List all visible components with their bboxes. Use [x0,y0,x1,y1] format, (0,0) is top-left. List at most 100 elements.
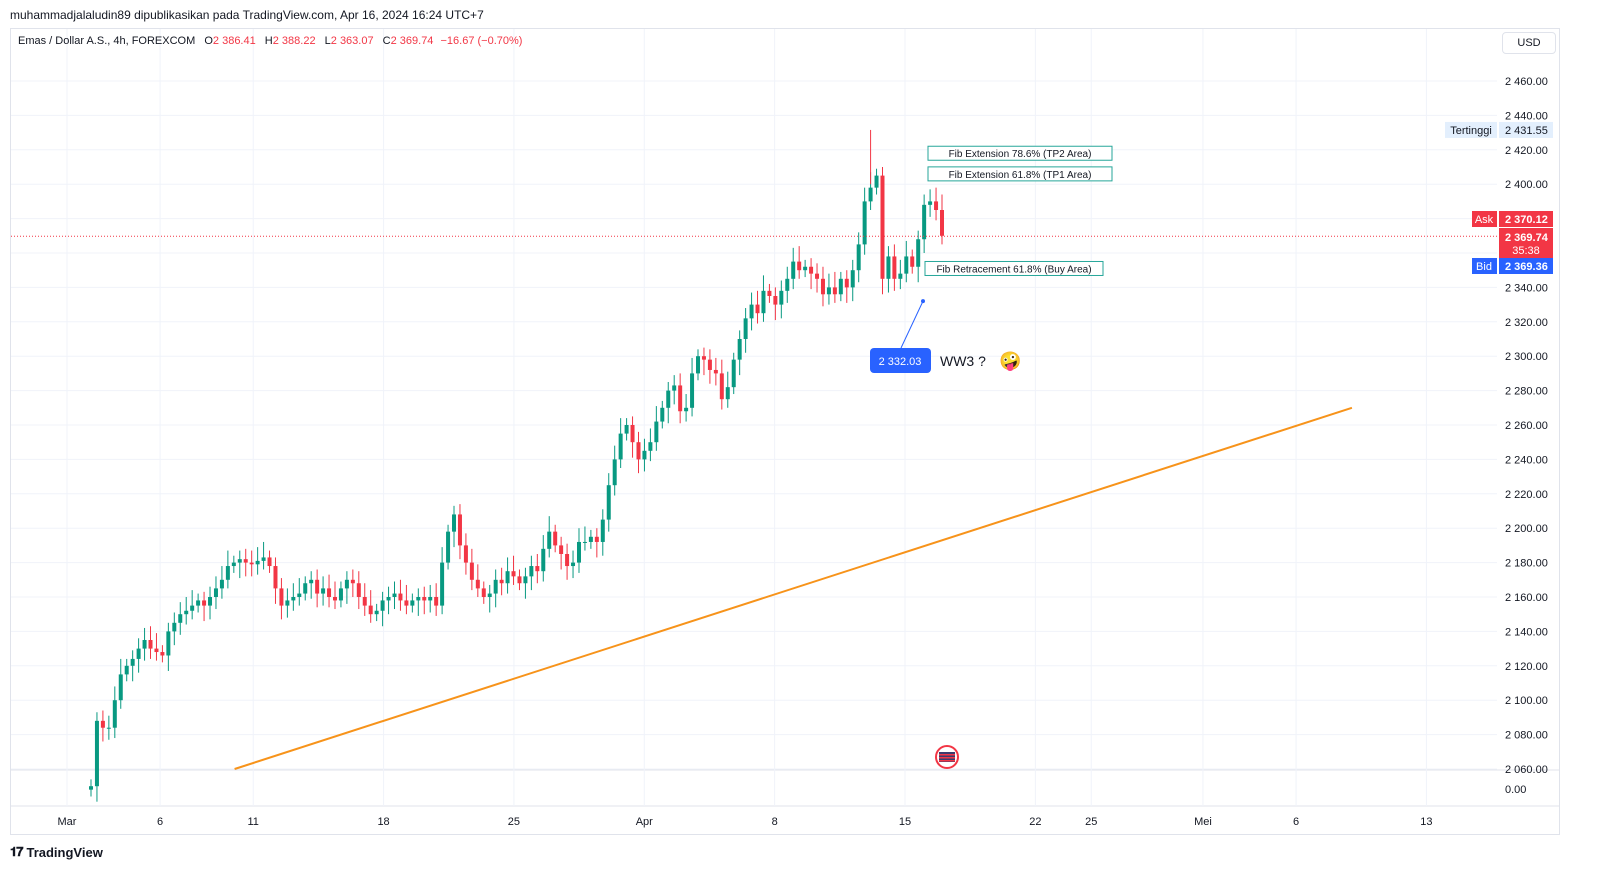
candle-body [898,273,903,279]
candle-body [505,571,510,584]
trendline [234,406,1353,770]
candle-body [517,576,522,584]
candle-body [416,597,421,601]
bid-value: 2 369.36 [1505,261,1548,273]
candle-body [850,270,855,288]
candle-body [487,593,492,597]
currency-button[interactable]: USD [1502,32,1556,54]
candle-body [422,597,427,601]
candle-body [154,648,159,653]
candle-body [392,593,397,597]
x-tick-label: 6 [157,816,163,828]
ask-label: Ask [1475,214,1494,226]
candle-body [309,579,314,584]
close-label: C [382,35,391,47]
candle-body [725,387,730,400]
x-tick-label: 13 [1420,816,1432,828]
candle-body [386,597,391,601]
candle-body [797,261,802,271]
candle-body [553,531,558,546]
candle-body [315,579,320,594]
candle-body [136,648,141,659]
bid-label: Bid [1476,261,1492,273]
chart-frame [10,28,1560,835]
symbol-name: Emas / Dollar A.S., 4h, FOREXCOM [18,35,196,47]
tradingview-icon: 𝟏𝟕 [10,844,24,859]
candle-body [255,560,260,565]
candle-body [838,278,843,295]
callout-text: WW3 ? [940,353,986,369]
candle-body [588,536,593,542]
change-value: −16.67 (−0.70%) [440,35,523,47]
y-tick-label: 2 120.00 [1505,661,1548,673]
candle-body [213,588,218,597]
candle-body [773,296,778,305]
y-tick-label: 2 440.00 [1505,110,1548,122]
candle-body [321,588,326,594]
candle-body [499,579,504,584]
candle-body [166,631,171,656]
candle-body [743,318,748,339]
candle-body [660,407,665,422]
candle-body [672,385,677,391]
candle-body [493,579,498,594]
candle-body [481,588,486,597]
x-tick-label: Mei [1194,816,1212,828]
candle-body [594,536,599,542]
candle-body [565,554,570,567]
symbol-legend: Emas / Dollar A.S., 4h, FOREXCOM O2 386.… [18,35,522,47]
candle-body [880,175,885,279]
candle-body [928,201,933,205]
candle-body [291,597,296,601]
candle-body [196,600,201,606]
high-value: 2 388.22 [272,35,316,47]
y-tick-label: 2 220.00 [1505,489,1548,501]
candle-body [856,244,861,271]
tradingview-logo[interactable]: 𝟏𝟕 TradingView [10,844,103,860]
grid [11,29,1559,807]
last-price-bg [1499,228,1553,258]
candle-body [267,557,272,567]
brand-name: TradingView [26,844,103,860]
candle-body [332,597,337,601]
candle-body [398,593,403,601]
y-tick-label: 2 400.00 [1505,179,1548,191]
candle-body [767,290,772,296]
x-tick-label: 8 [772,816,778,828]
candle-body [94,720,99,787]
x-tick-label: 18 [377,816,389,828]
candle-body [446,531,451,563]
candle-body [803,266,808,271]
candle-body [559,545,564,554]
x-tick-label: 25 [508,816,520,828]
fib-level-box [924,260,1104,276]
candle-body [172,622,177,632]
ask-value: 2 370.12 [1505,214,1548,226]
bid-label-bg [1472,258,1497,274]
candle-body [469,562,474,580]
candle-body [701,356,706,360]
candle-body [178,614,183,623]
candle-body [606,485,611,520]
candle-body [844,278,849,288]
candle-body [374,610,379,615]
candle-body [868,187,873,202]
candle-body [338,588,343,601]
x-tick-label: 22 [1029,816,1041,828]
candle-body [904,256,909,274]
candle-body [219,579,224,589]
candle-body [737,339,742,360]
bid-value-bg [1499,258,1553,274]
y-tick-label: 2 080.00 [1505,730,1548,742]
candle-body [892,256,897,279]
candle-body [160,652,165,656]
candle-body [303,583,308,594]
candle-body [612,459,617,486]
candle-body [535,566,540,572]
candle-body [731,359,736,388]
candle-body [279,588,284,606]
candle-body [547,531,552,549]
candle-body [832,287,837,295]
us-flag-stripe [939,757,955,759]
